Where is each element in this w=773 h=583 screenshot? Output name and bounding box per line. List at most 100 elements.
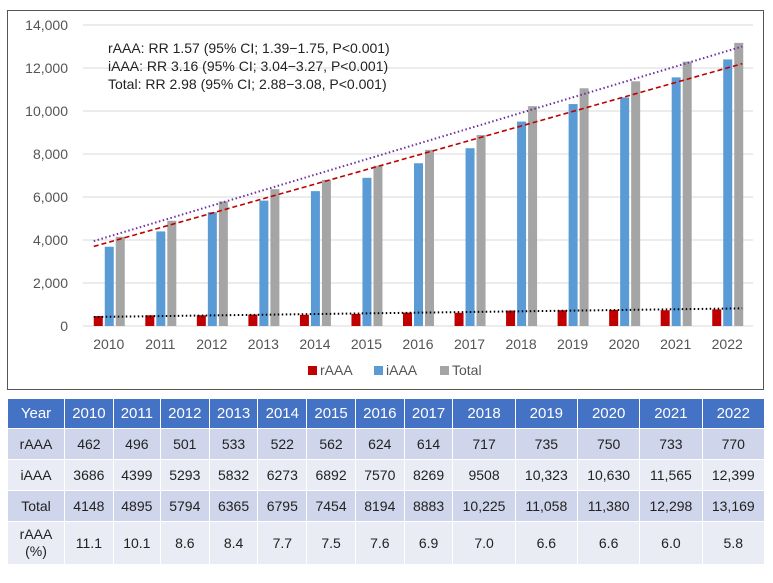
table-row: rAAA (%) 11.1 10.1 8.6 8.4 7.7 7.5 7.6 6.9 7.0 6.6 6… [8, 522, 764, 564]
table-cell: 2012 [160, 399, 209, 428]
table-cell: 9508 [453, 460, 515, 490]
table-cell: 10,630 [577, 460, 640, 490]
table-cell: 8269 [404, 460, 453, 490]
bar-raaa [506, 310, 516, 326]
x-tick-label: 2021 [660, 336, 691, 352]
table-cell: 2022 [702, 399, 764, 428]
bar-iaaa [620, 97, 630, 326]
bar-iaaa [259, 200, 269, 326]
table-cell: 6.6 [577, 522, 640, 564]
bar-raaa [93, 316, 103, 326]
bar-chart: 0 2,000 4,000 6,000 8,000 10,000 12,000 14,000 2… [25, 17, 753, 378]
bar-total [373, 165, 383, 326]
table-cell: 2014 [258, 399, 307, 428]
table-header-row: Year 2010 2011 2012 2013 2014 2015 2016 2017 2018… [8, 399, 764, 428]
table-cell: 733 [640, 429, 702, 459]
table-cell: 2017 [404, 399, 453, 428]
y-tick-label: 8,000 [33, 146, 68, 162]
rr-annotation: Total: RR 2.98 (95% CI; 2.88−3.08, P<0.0… [108, 76, 387, 92]
x-tick-label: 2011 [145, 336, 175, 352]
table-cell: 4895 [113, 491, 160, 521]
y-tick-label: 4,000 [33, 232, 68, 248]
table-cell: 2019 [515, 399, 577, 428]
trendline-iaaa [93, 62, 743, 248]
table-cell: 8194 [355, 491, 404, 521]
bar-total [734, 42, 744, 326]
table-cell: 5794 [160, 491, 209, 521]
x-tick-label: 2010 [93, 336, 124, 352]
rr-annotation: iAAA: RR 3.16 (95% CI; 3.04−3.27, P<0.00… [108, 58, 388, 74]
table-cell: 4399 [113, 460, 160, 490]
table-cell: 6795 [258, 491, 307, 521]
table-cell: 11,380 [577, 491, 640, 521]
table-cell: 2013 [209, 399, 258, 428]
bar-raaa [712, 309, 722, 326]
x-tick-label: 2022 [712, 336, 743, 352]
trendline-raaa [93, 307, 743, 318]
bar-total [321, 179, 331, 326]
row-header: Total [8, 491, 64, 521]
table-cell: 6.0 [640, 522, 702, 564]
table-cell: 501 [160, 429, 209, 459]
table-cell: 717 [453, 429, 515, 459]
row-header: Year [8, 399, 64, 428]
table-cell: 2010 [65, 399, 113, 428]
table-cell: 13,169 [702, 491, 764, 521]
bar-raaa [196, 315, 206, 326]
data-table: Year 2010 2011 2012 2013 2014 2015 2016 2017 2018… [7, 398, 765, 565]
table-row: rAAA 462 496 501 533 522 562 624 614 717 735 750 733… [8, 429, 764, 459]
table-cell: 7570 [355, 460, 404, 490]
table-cell: 496 [113, 429, 160, 459]
x-tick-label: 2013 [248, 336, 279, 352]
table-cell: 6365 [209, 491, 258, 521]
x-tick-label: 2012 [196, 336, 227, 352]
bar-total [682, 61, 692, 327]
row-header: rAAA (%) [8, 522, 64, 564]
table-cell: 2020 [577, 399, 640, 428]
table-cell: 10.1 [113, 522, 160, 564]
chart-container: 0 2,000 4,000 6,000 8,000 10,000 12,000 14,000 2… [7, 10, 764, 390]
bar-total [218, 201, 228, 326]
legend-label-raaa: rAAA [320, 362, 353, 378]
table-cell: 614 [404, 429, 453, 459]
bar-iaaa [517, 121, 527, 326]
table-cell: 770 [702, 429, 764, 459]
bar-total [270, 189, 280, 326]
bar-raaa [299, 314, 309, 326]
table-cell: 8.6 [160, 522, 209, 564]
x-tick-label: 2018 [505, 336, 536, 352]
bar-iaaa [207, 212, 217, 326]
table-cell: 7454 [307, 491, 355, 521]
trendline-total [93, 45, 743, 243]
bar-total [631, 81, 641, 326]
x-tick-label: 2019 [557, 336, 588, 352]
bar-raaa [248, 314, 258, 326]
bar-iaaa [362, 177, 372, 326]
table-cell: 533 [209, 429, 258, 459]
table-cell: 2011 [113, 399, 160, 428]
rr-annotation: rAAA: RR 1.57 (95% CI; 1.39−1.75, P<0.00… [108, 40, 390, 56]
x-tick-label: 2015 [351, 336, 382, 352]
bar-total [167, 220, 177, 326]
table-cell: 2016 [355, 399, 404, 428]
y-tick-label: 0 [60, 318, 68, 334]
bar-iaaa [156, 231, 166, 326]
table-cell: 7.5 [307, 522, 355, 564]
table-cell: 735 [515, 429, 577, 459]
bar-total [115, 236, 125, 326]
row-header: iAAA [8, 460, 64, 490]
bar-raaa [557, 310, 567, 326]
y-tick-label: 10,000 [25, 103, 68, 119]
table-cell: 8883 [404, 491, 453, 521]
table-cell: 10,225 [453, 491, 515, 521]
bar-raaa [351, 313, 361, 326]
bar-iaaa [671, 77, 681, 326]
bar-iaaa [310, 191, 320, 326]
row-header: rAAA [8, 429, 64, 459]
table-cell: 5832 [209, 460, 258, 490]
table-cell: 6273 [258, 460, 307, 490]
table-cell: 624 [355, 429, 404, 459]
y-tick-label: 12,000 [25, 60, 68, 76]
x-tick-label: 2014 [299, 336, 330, 352]
table-cell: 7.7 [258, 522, 307, 564]
